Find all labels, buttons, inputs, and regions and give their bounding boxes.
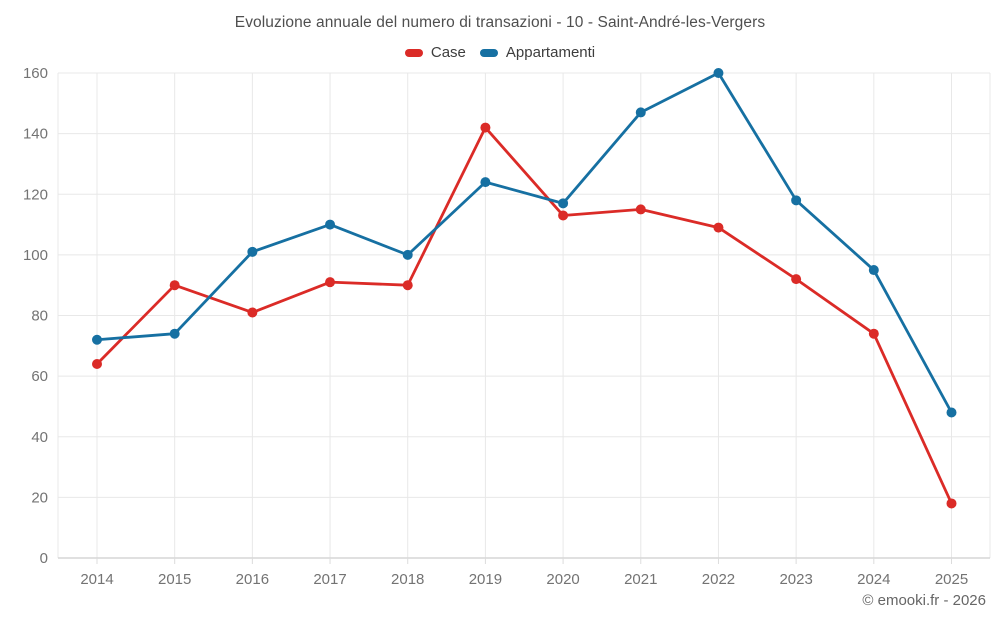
y-tick-label: 60 [31, 368, 48, 385]
data-point-case-2015[interactable] [169, 280, 180, 291]
data-point-appartamenti-2016[interactable] [247, 246, 258, 257]
series-case [92, 122, 957, 509]
chart-title: Evoluzione annuale del numero di transaz… [234, 14, 766, 31]
data-point-appartamenti-2021[interactable] [635, 107, 646, 118]
y-tick-label: 160 [23, 65, 48, 82]
legend-item-case[interactable]: Case [404, 44, 466, 61]
x-tick-label: 2020 [546, 571, 579, 588]
data-point-appartamenti-2024[interactable] [868, 265, 879, 276]
data-point-appartamenti-2022[interactable] [713, 68, 724, 78]
copyright-footer: © emooki.fr - 2026 [862, 592, 986, 609]
x-tick-label: 2025 [935, 571, 968, 588]
x-tick-label: 2015 [158, 571, 191, 588]
axes [58, 557, 990, 564]
data-point-case-2019[interactable] [480, 122, 491, 133]
series-line-case [95, 126, 953, 505]
data-point-case-2022[interactable] [713, 222, 724, 233]
series-line-appartamenti [95, 71, 953, 414]
y-tick-label: 140 [23, 126, 48, 143]
data-point-case-2014[interactable] [92, 359, 102, 369]
axis-labels: 0 20 40 60 80 100 120 140 160 2014 2015 2016 2017 201… [23, 65, 968, 588]
legend-swatch-appartamenti [479, 48, 498, 57]
data-point-case-2024[interactable] [868, 328, 879, 339]
data-point-case-2018[interactable] [402, 280, 413, 291]
data-point-appartamenti-2019[interactable] [480, 177, 491, 188]
x-tick-label: 2024 [857, 571, 890, 588]
data-point-appartamenti-2023[interactable] [791, 195, 802, 206]
x-tick-label: 2021 [624, 571, 657, 588]
data-point-case-2016[interactable] [247, 307, 258, 318]
y-tick-label: 100 [23, 247, 48, 264]
data-point-case-2021[interactable] [635, 204, 646, 215]
data-point-case-2017[interactable] [325, 277, 336, 288]
y-tick-label: 20 [31, 489, 48, 506]
data-point-appartamenti-2015[interactable] [169, 328, 180, 339]
x-tick-label: 2016 [236, 571, 269, 588]
legend-label-appartamenti: Appartamenti [505, 44, 596, 61]
y-tick-label: 80 [31, 308, 48, 325]
y-tick-label: 40 [31, 429, 48, 446]
legend-swatch-case [404, 48, 423, 57]
data-point-case-2023[interactable] [791, 274, 802, 285]
x-tick-label: 2023 [779, 571, 812, 588]
data-point-appartamenti-2025[interactable] [946, 407, 957, 418]
y-tick-label: 120 [23, 186, 48, 203]
data-point-appartamenti-2018[interactable] [402, 249, 413, 260]
x-tick-label: 2022 [702, 571, 735, 588]
y-tick-label: 0 [40, 550, 48, 567]
x-tick-label: 2018 [391, 571, 424, 588]
data-point-case-2020[interactable] [558, 210, 569, 221]
data-point-appartamenti-2020[interactable] [558, 198, 569, 209]
data-point-appartamenti-2014[interactable] [92, 334, 102, 345]
data-point-appartamenti-2017[interactable] [325, 219, 336, 230]
series-appartamenti [92, 68, 957, 418]
x-tick-label: 2014 [80, 571, 113, 588]
x-tick-label: 2019 [469, 571, 502, 588]
legend: Case Appartamenti [0, 44, 1000, 61]
data-point-case-2025[interactable] [946, 498, 957, 509]
x-tick-label: 2017 [313, 571, 346, 588]
legend-label-case: Case [430, 44, 466, 61]
grid-lines [57, 72, 991, 558]
legend-item-appartamenti[interactable]: Appartamenti [479, 44, 596, 61]
